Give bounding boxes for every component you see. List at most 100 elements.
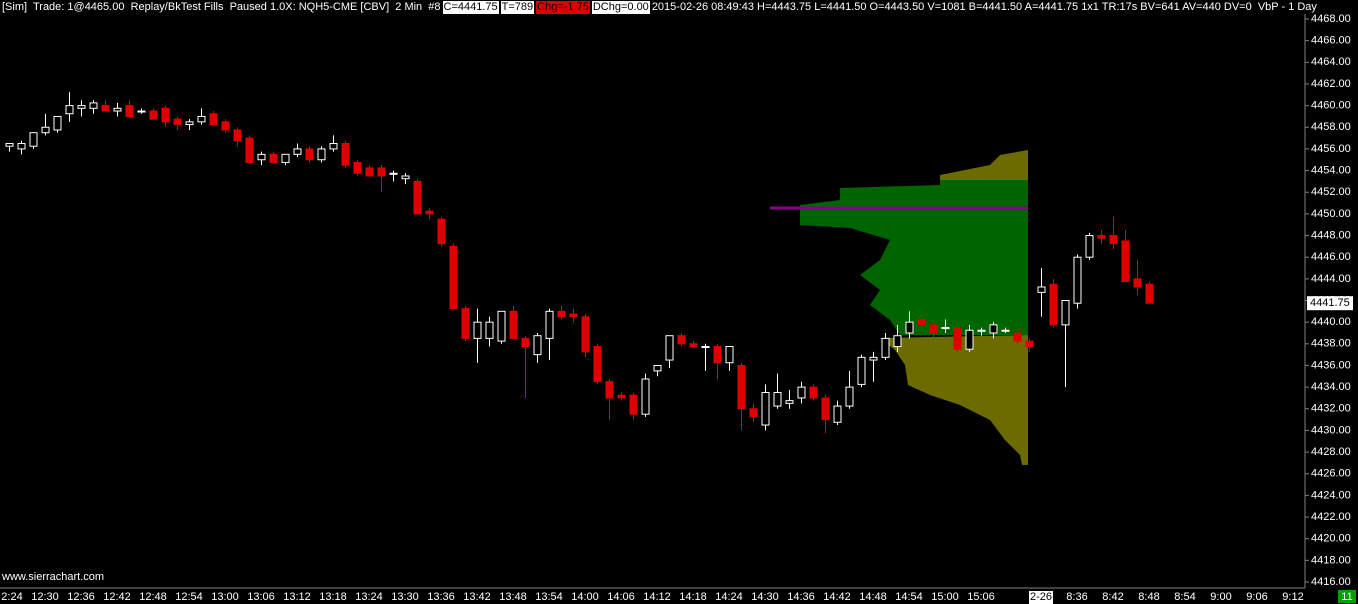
- x-tick-label: 14:36: [787, 591, 815, 603]
- candle-body: [665, 335, 674, 361]
- candle-body: [53, 115, 62, 131]
- candle-body: [305, 148, 314, 161]
- y-tick-label: 4460.00: [1311, 100, 1351, 112]
- candle-body: [725, 346, 734, 364]
- candle-body: [161, 107, 170, 123]
- candle-body: [113, 107, 122, 112]
- candle-body: [1025, 340, 1034, 348]
- candle-body: [653, 364, 662, 372]
- candle-body: [917, 318, 926, 326]
- candle-body: [1121, 240, 1130, 283]
- candle-body: [1097, 235, 1106, 239]
- candle-body: [1037, 286, 1046, 293]
- candle-body: [1109, 235, 1118, 245]
- candle-body: [737, 364, 746, 410]
- y-tick-label: 4422.00: [1311, 511, 1351, 523]
- candle-body: [521, 337, 530, 348]
- x-tick-label: 13:42: [463, 591, 491, 603]
- candle-body: [377, 167, 386, 177]
- change-box: Chg=-1.75: [536, 1, 590, 14]
- candle-body: [257, 153, 266, 161]
- candle-body: [1073, 256, 1082, 304]
- candle-body: [989, 324, 998, 334]
- x-tick-label: 13:24: [355, 591, 383, 603]
- candle-body: [341, 143, 350, 166]
- candle-body: [905, 321, 914, 334]
- corner-box-label: 11: [1341, 591, 1352, 603]
- x-tick-label: 2:24: [1, 591, 22, 603]
- info-text: 2015-02-26 08:49:43 H=4443.75 L=4441.50 …: [651, 1, 1317, 13]
- candle-body: [5, 143, 14, 147]
- candle-body: [1001, 329, 1010, 332]
- candle-body: [605, 381, 614, 399]
- x-tick-label: 12:48: [139, 591, 167, 603]
- x-tick-label: 13:30: [391, 591, 419, 603]
- candle-body: [941, 327, 950, 330]
- x-tick-label: 14:12: [643, 591, 671, 603]
- candle-body: [149, 110, 158, 120]
- candle-body: [1013, 332, 1022, 342]
- candle-body: [401, 175, 410, 180]
- y-tick-label: 4416.00: [1311, 576, 1351, 588]
- candle-body: [485, 321, 494, 339]
- candle-body: [845, 386, 854, 407]
- x-tick-label: 13:12: [283, 591, 311, 603]
- x-tick-label: 9:06: [1246, 591, 1267, 603]
- candle-body: [233, 129, 242, 142]
- candle-body: [809, 386, 818, 399]
- candle-body: [749, 408, 758, 418]
- candle-body: [965, 329, 974, 350]
- candle-body: [689, 343, 698, 348]
- volume-profile-value-area: [800, 180, 1028, 335]
- candle-body: [593, 346, 602, 383]
- candle-body: [833, 405, 842, 423]
- candle-body: [89, 102, 98, 109]
- x-tick-label: 13:48: [499, 591, 527, 603]
- candle-body: [281, 153, 290, 163]
- y-tick-label: 4450.00: [1311, 208, 1351, 220]
- status-text: [Sim] Trade: 1@4465.00 Replay/BkTest Fil…: [2, 1, 441, 13]
- x-tick-label: 8:42: [1102, 591, 1123, 603]
- candle-body: [1145, 283, 1154, 304]
- x-tick-label: 12:42: [103, 591, 131, 603]
- candle-body: [929, 324, 938, 334]
- candle-body: [269, 153, 278, 163]
- watermark: www.sierrachart.com: [1, 571, 104, 583]
- candle-body: [245, 137, 254, 163]
- x-tick-label: 12:54: [175, 591, 203, 603]
- y-tick-label: 4464.00: [1311, 56, 1351, 68]
- y-tick-label: 4424.00: [1311, 489, 1351, 501]
- y-tick-label: 4432.00: [1311, 403, 1351, 415]
- candle-body: [173, 118, 182, 126]
- candle-body: [713, 346, 722, 364]
- y-tick-label: 4452.00: [1311, 186, 1351, 198]
- y-tick-label: 4428.00: [1311, 446, 1351, 458]
- candle-body: [1049, 283, 1058, 326]
- candle-body: [125, 105, 134, 117]
- candle-body: [317, 148, 326, 161]
- corner-box: [1338, 590, 1356, 603]
- candle-body: [581, 316, 590, 353]
- candle-body: [425, 210, 434, 215]
- x-tick-label: 12:30: [31, 591, 59, 603]
- volume-profile-upper: [940, 150, 1028, 180]
- candle-body: [761, 392, 770, 426]
- candle-body: [821, 397, 830, 421]
- y-tick-label: 4462.00: [1311, 78, 1351, 90]
- volume-profile-lower: [880, 335, 1028, 465]
- candle-body: [221, 121, 230, 131]
- y-tick-label: 4420.00: [1311, 533, 1351, 545]
- x-tick-label: 14:48: [859, 591, 887, 603]
- candle-body: [569, 313, 578, 318]
- x-tick-label: 12:36: [67, 591, 95, 603]
- x-tick-label: 13:54: [535, 591, 563, 603]
- candle-body: [677, 335, 686, 345]
- x-tick-label: 13:18: [319, 591, 347, 603]
- candle-body: [65, 105, 74, 115]
- y-tick-label: 4448.00: [1311, 229, 1351, 241]
- candle-body: [101, 105, 110, 112]
- candle-body: [509, 310, 518, 339]
- candle-body: [17, 143, 26, 150]
- candle-body: [629, 394, 638, 415]
